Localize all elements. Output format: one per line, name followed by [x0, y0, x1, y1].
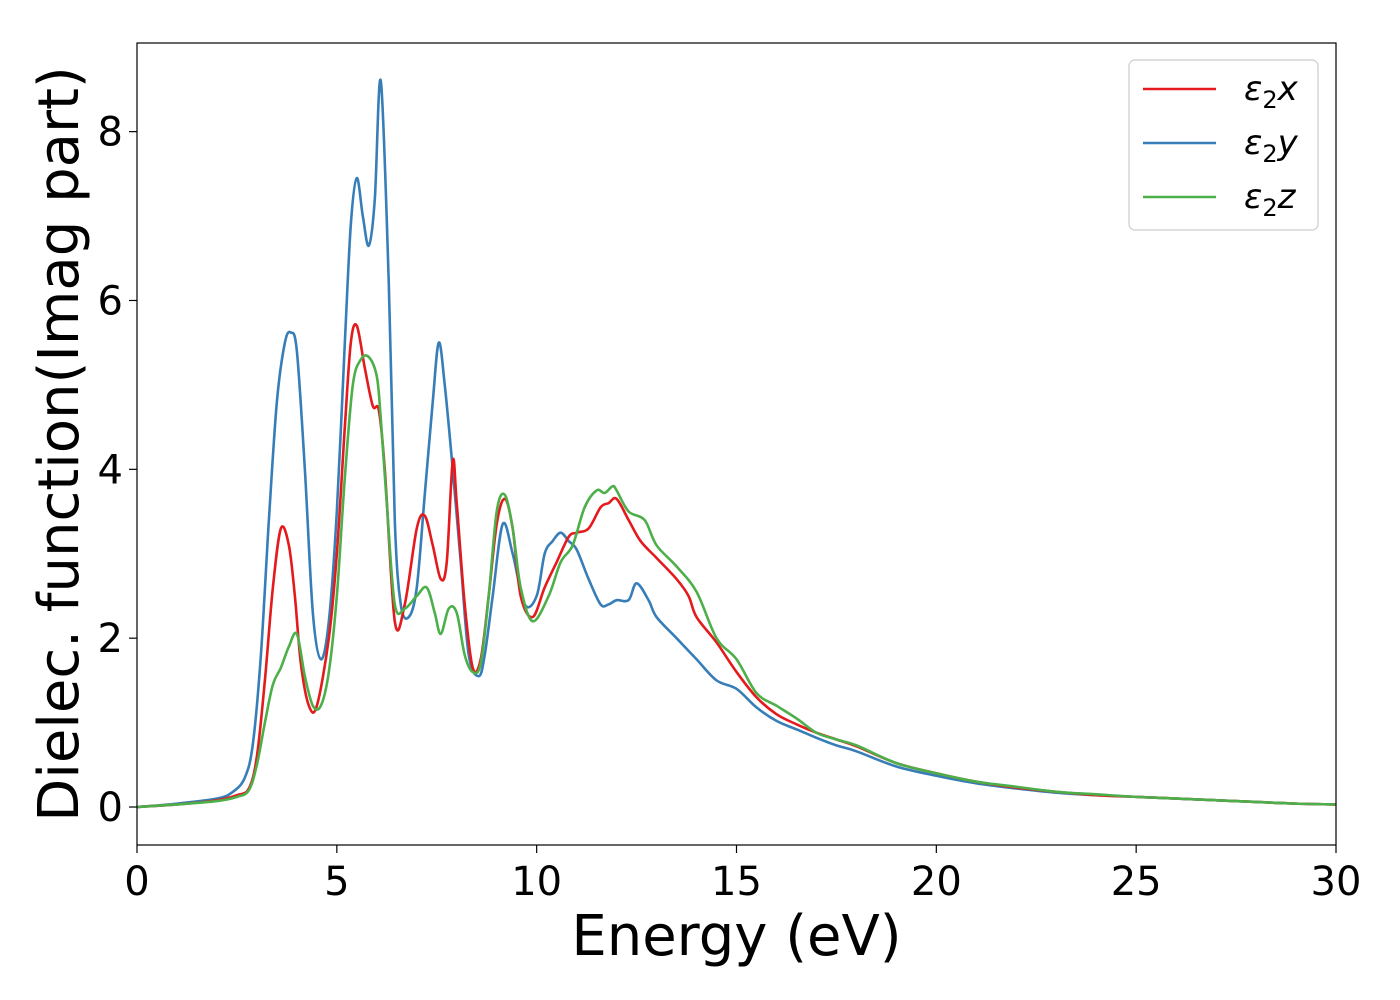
legend-entry-z: ε2z	[1244, 177, 1297, 222]
legend-component: z	[1277, 177, 1297, 217]
legend-box	[1128, 59, 1319, 231]
y-tick-label: 8	[98, 110, 123, 156]
y-tick-label: 2	[98, 616, 123, 662]
x-axis-ticks: 0 5 10 15 20 25 30	[124, 845, 1361, 905]
legend-symbol: ε	[1244, 69, 1262, 109]
legend-subscript: 2	[1262, 194, 1277, 222]
legend-subscript: 2	[1262, 140, 1277, 168]
y-axis-ticks: 0 2 4 6 8	[98, 110, 137, 831]
x-tick-label: 30	[1311, 859, 1362, 905]
legend-symbol: ε	[1244, 123, 1262, 163]
legend-entry-y: ε2y	[1244, 123, 1299, 168]
series-layer	[136, 78, 1337, 809]
x-tick-label: 25	[1111, 859, 1162, 905]
x-tick-label: 20	[911, 859, 962, 905]
legend-component: y	[1277, 123, 1299, 163]
series-line-z	[136, 354, 1337, 809]
x-tick-label: 15	[711, 859, 762, 905]
y-tick-label: 4	[98, 447, 123, 493]
x-tick-label: 5	[324, 859, 349, 905]
legend-symbol: ε	[1244, 177, 1262, 217]
legend-subscript: 2	[1262, 86, 1277, 114]
series-line-x	[136, 322, 1337, 809]
y-tick-label: 6	[98, 278, 123, 324]
y-axis-label: Dielec. function(Imag part)	[27, 66, 92, 822]
y-tick-label: 0	[98, 785, 123, 831]
x-tick-label: 0	[124, 859, 149, 905]
legend-entry-x: ε2x	[1244, 69, 1299, 114]
x-axis-label: Energy (eV)	[571, 904, 901, 969]
x-tick-label: 10	[511, 859, 562, 905]
legend-component: x	[1277, 69, 1299, 109]
